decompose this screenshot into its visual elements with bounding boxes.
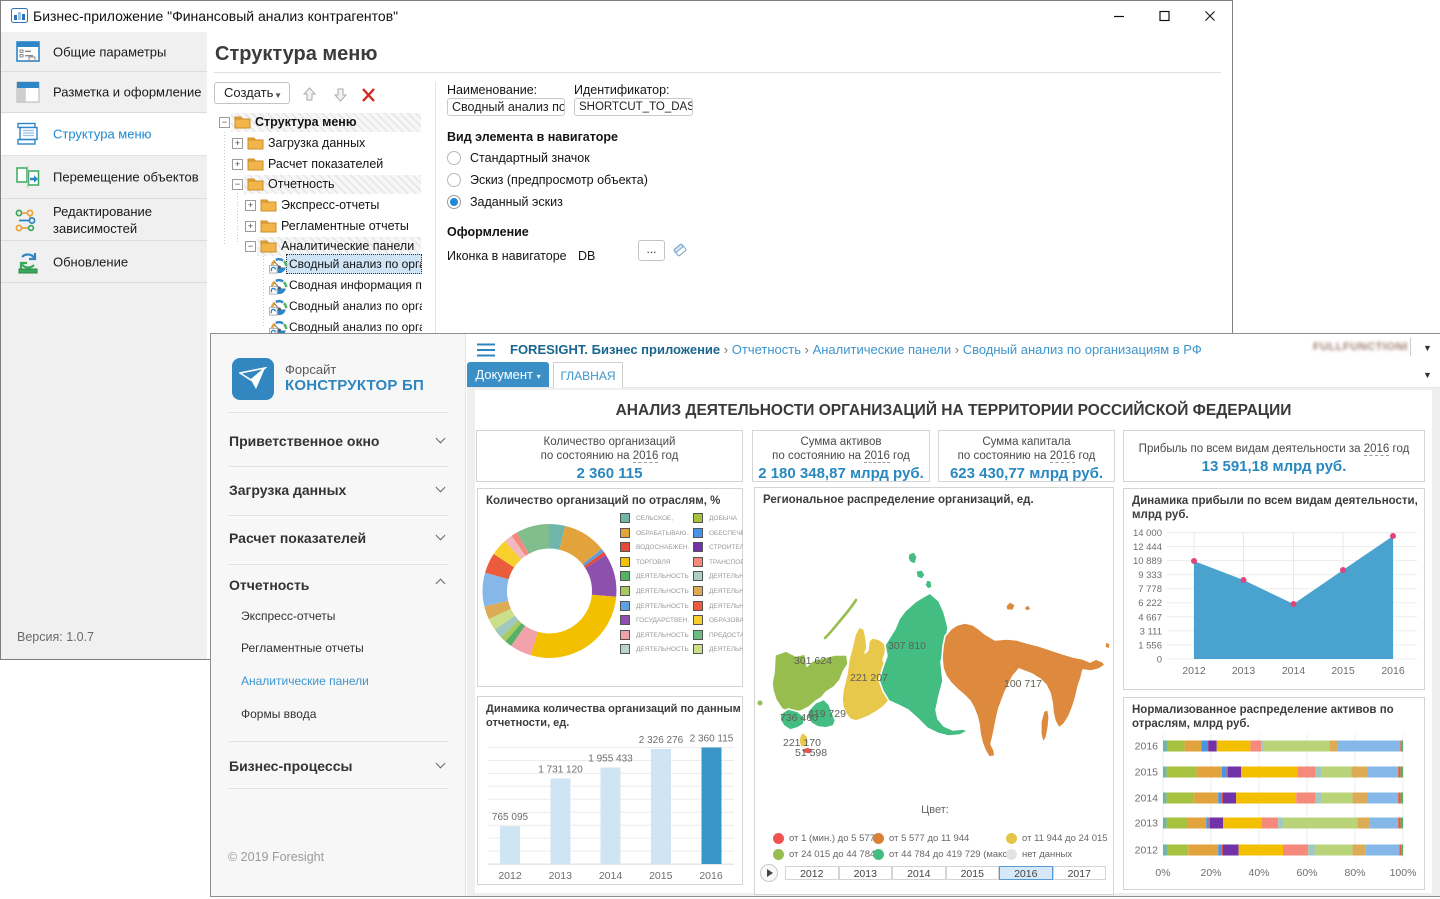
svg-text:2013: 2013 [1232, 665, 1256, 677]
svg-text:4 667: 4 667 [1138, 612, 1162, 623]
svg-text:221 170: 221 170 [783, 737, 821, 749]
svg-text:20%: 20% [1200, 867, 1221, 879]
svg-text:2015: 2015 [649, 870, 673, 882]
svg-text:1 556: 1 556 [1138, 640, 1162, 651]
svg-text:2012: 2012 [498, 870, 522, 882]
svg-text:40%: 40% [1248, 867, 1269, 879]
svg-text:2014: 2014 [599, 870, 623, 882]
svg-text:2016: 2016 [699, 870, 723, 882]
svg-text:0%: 0% [1155, 867, 1170, 879]
svg-text:2 360 115: 2 360 115 [690, 734, 734, 745]
svg-text:100 717: 100 717 [1004, 678, 1042, 690]
svg-text:10 889: 10 889 [1133, 556, 1162, 567]
svg-text:7 778: 7 778 [1138, 584, 1162, 595]
svg-text:2015: 2015 [1331, 665, 1355, 677]
svg-text:9 333: 9 333 [1138, 570, 1162, 581]
svg-text:0: 0 [1157, 654, 1162, 665]
svg-text:2016: 2016 [1381, 665, 1405, 677]
svg-text:2013: 2013 [1135, 818, 1159, 830]
svg-text:307 810: 307 810 [888, 640, 926, 652]
svg-text:221 207: 221 207 [850, 672, 888, 684]
svg-text:12 444: 12 444 [1133, 542, 1162, 553]
svg-text:6 222: 6 222 [1138, 598, 1162, 609]
svg-text:14 000: 14 000 [1133, 528, 1162, 539]
svg-text:301 624: 301 624 [794, 655, 832, 667]
svg-text:1 731 120: 1 731 120 [538, 765, 583, 776]
svg-text:736 460: 736 460 [780, 712, 818, 724]
svg-text:80%: 80% [1344, 867, 1365, 879]
svg-text:2012: 2012 [1182, 665, 1206, 677]
svg-text:419 729: 419 729 [808, 708, 846, 720]
svg-text:60%: 60% [1296, 867, 1317, 879]
svg-text:2016: 2016 [1135, 741, 1159, 753]
svg-text:2013: 2013 [549, 870, 573, 882]
svg-text:51 598: 51 598 [795, 747, 827, 759]
svg-text:2015: 2015 [1135, 767, 1159, 779]
svg-text:3 111: 3 111 [1140, 626, 1162, 637]
svg-text:1 955 433: 1 955 433 [588, 754, 633, 765]
svg-text:2 326 276: 2 326 276 [639, 735, 684, 746]
svg-text:2014: 2014 [1282, 665, 1306, 677]
svg-text:100%: 100% [1390, 867, 1417, 879]
svg-text:2012: 2012 [1135, 845, 1159, 857]
svg-text:765 095: 765 095 [492, 812, 529, 823]
svg-text:2014: 2014 [1135, 793, 1159, 805]
